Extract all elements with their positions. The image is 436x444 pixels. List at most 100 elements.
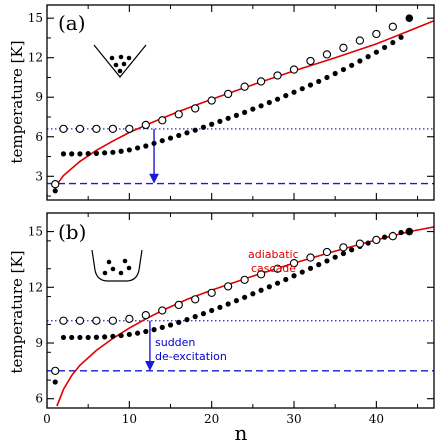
panel-a-filled-dot: [69, 151, 75, 157]
panel-a-filled-dot: [242, 109, 248, 115]
panel-b-filled-dot: [192, 314, 198, 320]
panel-a-filled-dot: [60, 151, 67, 157]
panel-b-filled-dot: [167, 322, 174, 328]
panel-a-filled-dot: [258, 103, 264, 109]
panel-a-filled-dot: [209, 121, 215, 127]
panel-a-open-circle: [388, 22, 397, 31]
panel-b-filled-dot: [225, 301, 231, 307]
x-axis-label: n: [235, 421, 248, 444]
panel-b-open-circle: [125, 314, 134, 324]
panel-b-open-circle: [306, 253, 315, 262]
panel-b-filled-dot: [242, 294, 248, 300]
panel-b-open-circle: [240, 275, 249, 285]
panel-b-x-tick-label: 0: [43, 412, 51, 426]
panel-a: 3 6 9 12 15 (a) temperature [K]: [8, 4, 435, 201]
panel-b-filled-dot: [291, 273, 297, 279]
panel-a-filled-dot: [233, 112, 239, 119]
adiabatic-cascade-label-line2: cascade: [251, 262, 296, 275]
panel-a-open-circle: [289, 65, 299, 74]
panel-b-open-circle: [372, 235, 381, 245]
panel-b-open-circle: [289, 258, 299, 268]
sudden-deexcitation-label-line2: de-excitation: [155, 350, 227, 363]
panel-a-y-tick-label: 3: [35, 169, 43, 183]
panel-a-filled-dot: [85, 151, 91, 157]
panel-b-filled-dot: [316, 262, 322, 268]
panel-b-open-circle: [141, 310, 150, 320]
panel-a-filled-dot: [225, 115, 231, 121]
panel-b-open-circle: [322, 247, 332, 257]
adiabatic-cascade-label-line1: adiabatic: [248, 248, 299, 261]
panel-a-open-circle: [51, 180, 60, 189]
panel-a-open-circle: [174, 110, 183, 119]
panel-b-open-circle: [59, 316, 68, 325]
panel-a-open-circle: [372, 29, 381, 39]
panel-a-filled-dot: [143, 143, 149, 149]
panel-a-open-circle: [306, 56, 315, 66]
panel-a-open-circle: [355, 36, 365, 45]
panel-a-filled-dot: [126, 147, 132, 153]
panel-a-open-circle: [75, 124, 85, 134]
panel-b-y-tick-label: 12: [28, 280, 43, 294]
panel-b-filled-dot: [93, 334, 100, 340]
panel-a-open-circle: [108, 124, 118, 134]
panel-a-terminal-point: [405, 14, 414, 22]
panel-b-open-circle: [108, 316, 118, 325]
panel-b-open-circle: [75, 316, 85, 325]
panel-b-y-axis-label: temperature [K]: [8, 250, 26, 373]
panel-a-y-axis-label: temperature [K]: [8, 40, 26, 163]
panel-a-filled-dot: [200, 124, 207, 130]
panel-a-y-tick-label: 6: [35, 130, 43, 144]
panel-b-filled-dot: [200, 311, 207, 317]
panel-b-ticks: 6 9 12 15 0 10 20 30 40: [28, 213, 434, 426]
panel-b-filled-dot: [52, 379, 58, 385]
panel-a-filled-dot: [102, 150, 108, 156]
panel-a-filled-dot: [349, 62, 355, 68]
panel-b-open-circle: [207, 288, 216, 298]
panel-a-y-tick-label: 15: [28, 11, 43, 25]
panel-b-open-circle: [355, 239, 365, 248]
panel-b-y-tick-label: 9: [35, 336, 43, 350]
panel-a-label: (a): [58, 11, 86, 35]
panel-b-filled-dot: [266, 284, 272, 290]
panel-b-label: (b): [58, 220, 86, 244]
panel-a-filled-dot: [365, 54, 371, 60]
panel-b-frame: [46, 212, 435, 409]
panel-b-filled-dot: [143, 328, 149, 335]
panel-a-filled-dot: [110, 149, 116, 155]
panel-a-filled-dot: [151, 140, 157, 146]
panel-a-filled-dot: [159, 138, 165, 144]
panel-a-filled-dot: [167, 135, 174, 141]
panel-b-filled-dot: [102, 334, 108, 340]
panel-b-open-circle: [51, 366, 60, 376]
panel-b: 6 9 12 15 0 10 20 30 40 (b) adiabatic cascade su…: [8, 212, 435, 444]
panel-a-filled-dot: [390, 39, 396, 46]
panel-b-filled-dot: [250, 291, 256, 297]
panel-b-filled-dot: [85, 334, 91, 341]
panel-b-x-tick-label: 20: [204, 412, 219, 426]
panel-a-filled-dot: [134, 145, 141, 151]
panel-a-open-circle: [141, 120, 150, 130]
panel-a-filled-dot: [176, 132, 182, 139]
panel-b-filled-dot: [349, 247, 355, 253]
panel-a-filled-dot: [357, 58, 363, 64]
panel-a-open-circle: [191, 104, 200, 113]
panel-a-open-circle: [322, 50, 332, 59]
panel-b-open-circle: [158, 306, 167, 315]
panel-a-open-circle: [92, 124, 101, 134]
panel-b-open-circle: [273, 264, 282, 273]
panel-b-filled-dot: [283, 276, 289, 283]
panel-b-open-circle: [339, 243, 348, 252]
panel-b-filled-dot: [176, 319, 182, 325]
panel-b-filled-dot: [159, 324, 165, 330]
panel-b-filled-dot: [60, 334, 67, 341]
panel-a-filled-dot: [332, 70, 338, 77]
panel-a-filled-dot: [316, 78, 322, 85]
panel-b-filled-dot: [77, 334, 83, 341]
panel-a-filled-dot: [266, 99, 272, 106]
panel-b-x-tick-label: 40: [369, 412, 384, 426]
panel-b-filled-dot: [118, 332, 124, 339]
panel-a-filled-dot: [274, 96, 281, 102]
panel-b-filled-dot: [398, 229, 404, 236]
panel-b-filled-dot: [258, 287, 264, 293]
